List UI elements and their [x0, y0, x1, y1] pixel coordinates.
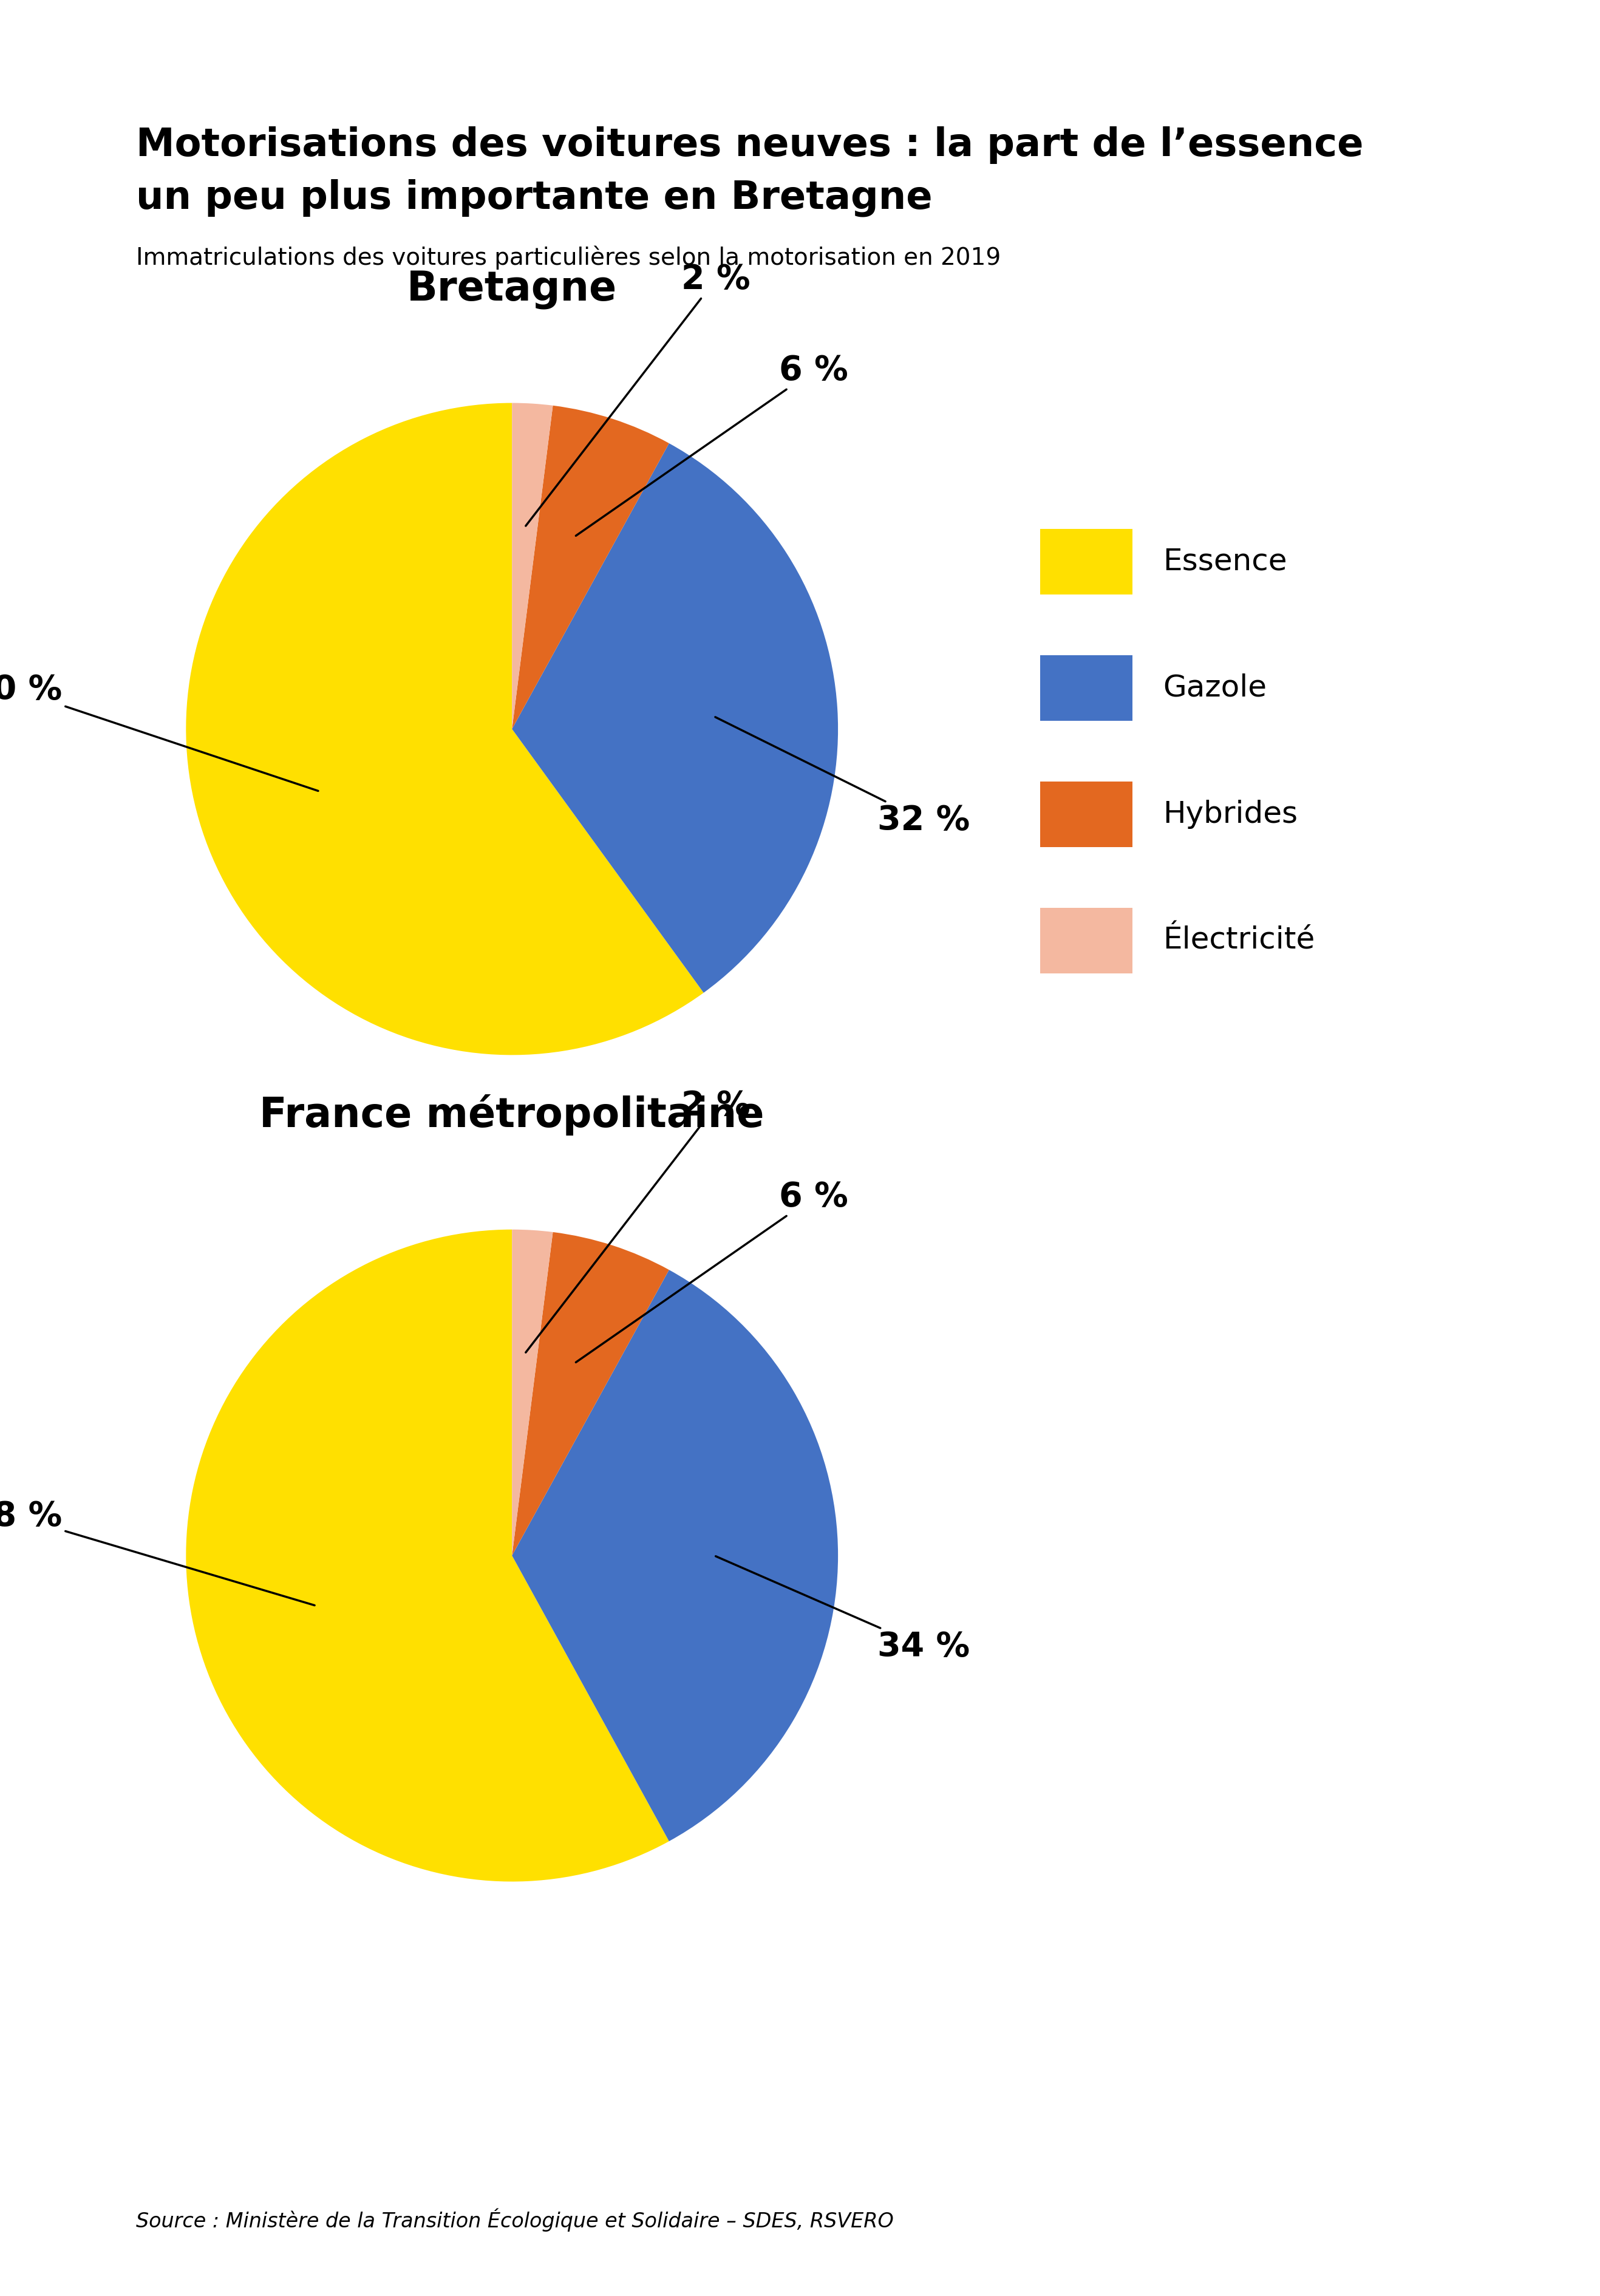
Wedge shape	[512, 1231, 554, 1557]
Bar	[1040, 528, 1133, 595]
Bar	[1040, 654, 1133, 721]
Text: 6 %: 6 %	[576, 354, 848, 535]
Text: Motorisations des voitures neuves : la part de l’essence: Motorisations des voitures neuves : la p…	[136, 126, 1363, 163]
Text: 58 %: 58 %	[0, 1499, 315, 1605]
Text: Immatriculations des voitures particulières selon la motorisation en 2019: Immatriculations des voitures particuliè…	[136, 246, 1002, 269]
Text: 2 %: 2 %	[526, 262, 750, 526]
Text: 32 %: 32 %	[715, 716, 970, 836]
Text: 6 %: 6 %	[576, 1180, 848, 1362]
Bar	[1040, 781, 1133, 847]
Title: Bretagne: Bretagne	[406, 269, 618, 310]
Wedge shape	[512, 443, 838, 992]
Wedge shape	[186, 1231, 669, 1880]
Bar	[1040, 907, 1133, 974]
Text: 34 %: 34 %	[715, 1557, 970, 1662]
Wedge shape	[512, 406, 669, 730]
Text: Source : Ministère de la Transition Écologique et Solidaire – SDES, RSVERO: Source : Ministère de la Transition Écol…	[136, 2209, 894, 2232]
Title: France métropolitaine: France métropolitaine	[259, 1095, 765, 1137]
Text: Électricité: Électricité	[1163, 925, 1315, 955]
Text: un peu plus importante en Bretagne: un peu plus importante en Bretagne	[136, 179, 933, 218]
Wedge shape	[186, 404, 704, 1054]
Wedge shape	[512, 1270, 838, 1841]
Wedge shape	[512, 1233, 669, 1557]
Wedge shape	[512, 404, 554, 730]
Text: Essence: Essence	[1163, 546, 1286, 576]
Text: Hybrides: Hybrides	[1163, 799, 1298, 829]
Text: 60 %: 60 %	[0, 673, 318, 790]
Text: 2 %: 2 %	[526, 1088, 750, 1352]
Text: Gazole: Gazole	[1163, 673, 1267, 703]
